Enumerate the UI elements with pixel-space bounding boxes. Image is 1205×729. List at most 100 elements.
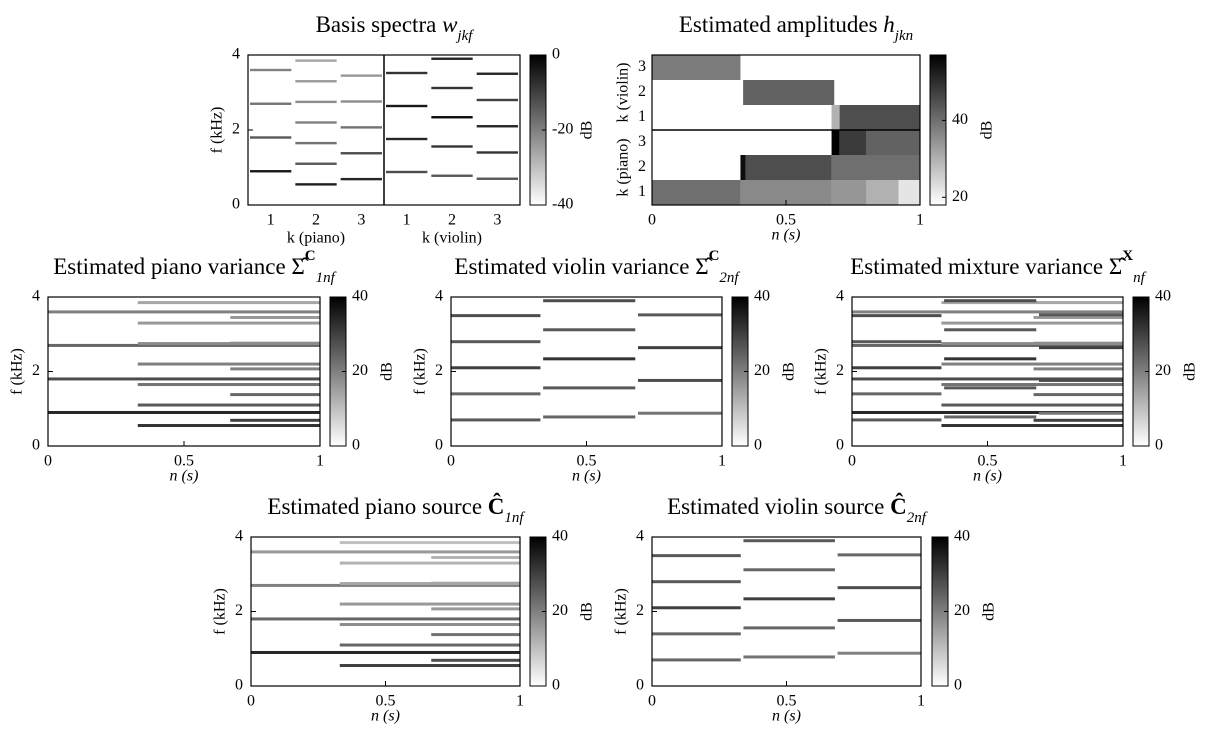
spectral-line [652,580,741,584]
plot-area [48,297,320,446]
y-axis-label: k (piano) [615,138,632,196]
x-tick-label: 0.5 [777,693,797,710]
y-axis-label: k (violin) [615,63,632,123]
spectral-line [637,313,722,317]
spectral-line [852,392,942,396]
title-sub: 2nf [719,270,740,286]
colorbar-label: dB [979,121,996,140]
y-axis-label: f (kHz) [412,348,429,395]
x-tick-label: 0.5 [376,693,396,710]
spectral-line [743,655,835,659]
spectral-line [543,357,636,361]
spectral-line [652,606,741,610]
spectral-line [230,367,320,371]
colorbar-label: dB [379,362,396,381]
amplitude-cell [831,155,920,180]
spectral-line [1033,341,1123,345]
plot-area [652,537,921,686]
y-tick-label: 1 [638,183,646,200]
title-sub: jkn [893,28,913,44]
spectral-line [652,554,741,558]
basis-line [295,183,337,186]
spectral-line [48,377,320,381]
colorbar-tick-label: -20 [552,121,573,138]
x-tick-label: 1 [316,453,324,470]
title-sup: C [709,248,720,264]
amplitude-cell [898,180,920,205]
title-symbol: Σ̂ [695,254,712,279]
chart-title: Estimated piano source Ĉ1nf [267,492,525,526]
x-tick-label: 0 [44,453,52,470]
spectral-line [230,341,320,345]
spectral-line [339,623,520,627]
colorbar-tick-label: 40 [952,111,968,128]
title-symbol: Ĉ [890,492,907,519]
spectral-line [637,346,722,350]
title-symbol: Σ̂ [291,254,308,279]
spectral-line [137,321,320,325]
amplitude-cell [831,180,867,205]
spectral-line [137,424,320,428]
colorbar-label: dB [1182,362,1199,381]
basis-line [250,170,292,173]
basis-line [295,100,337,104]
x-axis-label: n (s) [772,708,801,725]
y-tick-label: 4 [435,288,443,305]
colorbar-tick-label: 40 [1155,288,1171,305]
colorbar-tick-label: 20 [754,362,770,379]
colorbar [929,54,947,206]
spectral-line [837,553,921,557]
title-symbol: h [883,12,895,37]
colorbar-tick-label: 20 [552,602,568,619]
y-tick-label: 0 [235,677,243,694]
title-sub: 1nf [504,510,525,526]
y-tick-label: 4 [32,288,40,305]
basis-line [431,174,473,177]
amplitude-cell [652,180,741,205]
colorbar-label: dB [579,602,596,621]
spectral-line [339,541,520,545]
x-tick-label: 0.5 [776,212,796,229]
basis-line [386,104,428,108]
y-axis-label: f (kHz) [813,348,830,395]
basis-line [431,145,473,148]
colorbar-tick-label: 40 [954,528,970,545]
spectral-line [251,617,520,621]
x-axis-label: k (violin) [422,230,482,247]
colorbar-tick-label: 20 [352,362,368,379]
spectral-line [137,383,320,387]
x-axis-label: n (s) [572,468,601,485]
amplitude-cell [743,80,835,105]
plot-area [451,297,722,446]
x-tick-label: 1 [516,693,524,710]
spectral-line [451,366,541,370]
y-tick-label: 0 [836,437,844,454]
spectral-line [941,424,1123,428]
y-tick-label: 3 [638,58,646,75]
basis-line [295,80,337,83]
spectral-line [451,340,541,344]
spectral-line [543,386,636,390]
amplitude-cell [839,105,920,130]
basis-line [340,177,382,181]
title-symbol: Ĉ [488,492,505,519]
spectral-line [852,310,1123,314]
spectral-line [1038,346,1123,350]
spectral-line [451,314,541,318]
title-text: Estimated amplitudes [679,12,878,37]
y-tick-label: 2 [435,362,443,379]
colorbar-tick-label: 40 [754,288,770,305]
x-tick-label: 0 [648,212,656,229]
spectral-line [852,343,1123,347]
colorbar-tick-label: 0 [754,437,762,454]
basis-line [476,98,518,102]
basis-line [386,71,428,75]
spectral-line [941,362,1123,366]
spectral-line [251,550,520,554]
title-text: Estimated violin variance [454,254,689,279]
spectral-line [852,366,942,370]
x-axis-label: n (s) [772,227,801,244]
y-axis-label: f (kHz) [209,107,226,154]
y-tick-label: 2 [235,602,243,619]
